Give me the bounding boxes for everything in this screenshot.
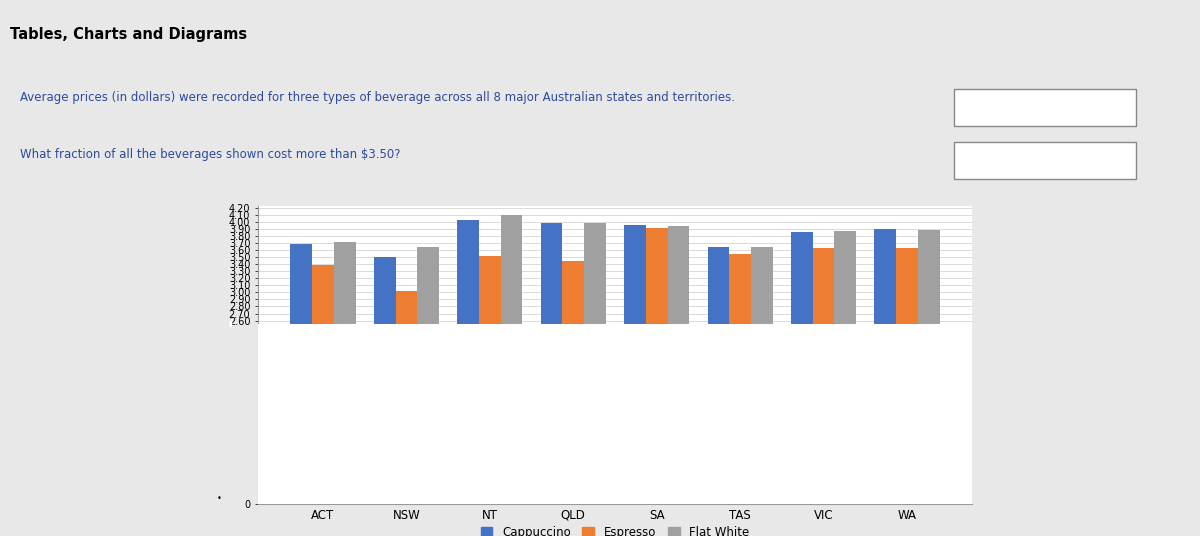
Bar: [646, 227, 667, 324]
Bar: [875, 229, 896, 324]
Bar: [374, 257, 396, 324]
FancyBboxPatch shape: [954, 142, 1135, 178]
Bar: [290, 244, 312, 324]
Bar: [563, 260, 584, 324]
Bar: [751, 247, 773, 324]
Bar: [479, 256, 500, 324]
FancyBboxPatch shape: [954, 90, 1135, 126]
Text: Tables, Charts and Diagrams: Tables, Charts and Diagrams: [10, 27, 247, 42]
Bar: [457, 220, 479, 324]
Bar: [418, 247, 439, 324]
Text: What fraction of all the beverages shown cost more than $3.50?: What fraction of all the beverages shown…: [19, 148, 401, 161]
Bar: [624, 226, 646, 324]
Bar: [834, 231, 856, 324]
Bar: [812, 248, 834, 324]
Bar: [541, 224, 563, 324]
Bar: [258, 324, 972, 504]
Bar: [312, 265, 334, 324]
Legend: Cappuccino, Espresso, Flat White: Cappuccino, Espresso, Flat White: [476, 522, 754, 536]
Bar: [500, 215, 522, 324]
Bar: [667, 226, 689, 324]
Bar: [334, 242, 355, 324]
Bar: [396, 291, 418, 324]
Bar: [791, 233, 812, 324]
Bar: [584, 224, 606, 324]
Bar: [896, 248, 918, 324]
Bar: [730, 254, 751, 324]
Bar: [918, 230, 940, 324]
Text: •: •: [216, 494, 221, 503]
Bar: [708, 247, 730, 324]
Text: Average prices (in dollars) were recorded for three types of beverage across all: Average prices (in dollars) were recorde…: [19, 91, 734, 103]
